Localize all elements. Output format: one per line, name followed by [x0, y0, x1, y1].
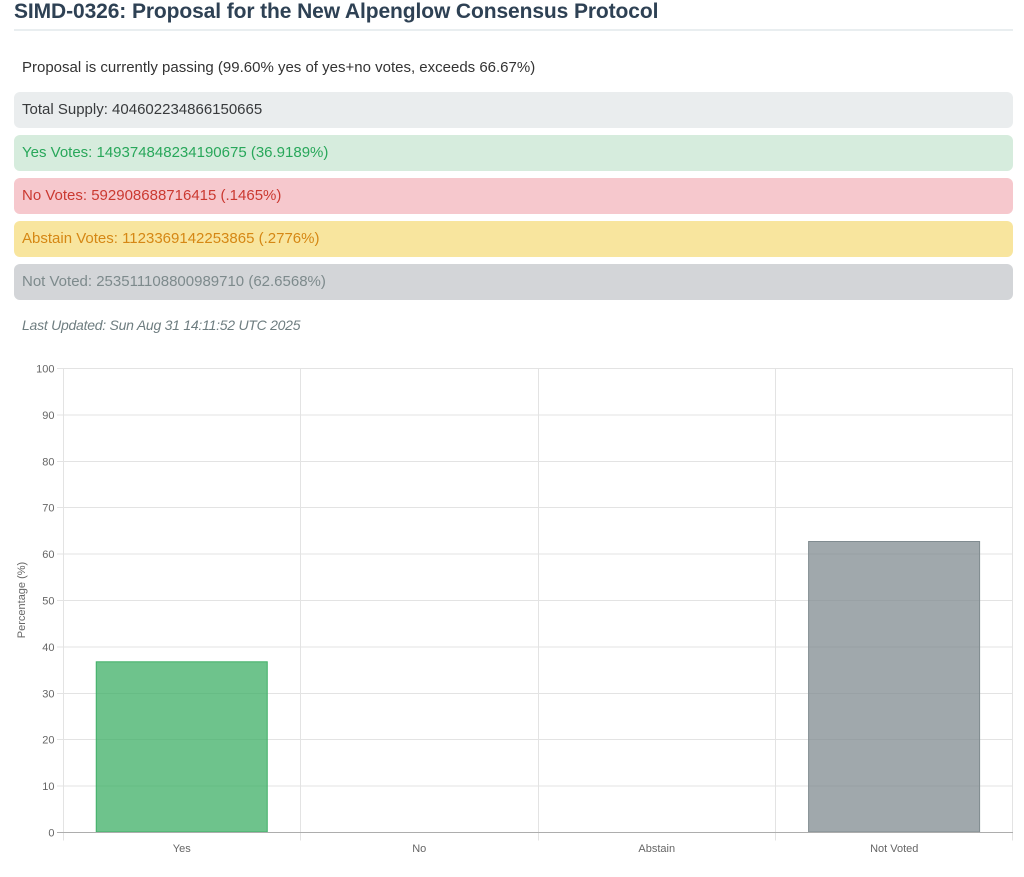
svg-text:50: 50 — [42, 596, 54, 608]
svg-text:30: 30 — [42, 688, 54, 700]
svg-text:Not Voted: Not Voted — [870, 843, 918, 855]
svg-text:Yes: Yes — [173, 843, 191, 855]
svg-text:Abstain: Abstain — [638, 843, 675, 855]
svg-text:70: 70 — [42, 503, 54, 515]
svg-text:No: No — [412, 843, 426, 855]
svg-text:90: 90 — [42, 410, 54, 422]
svg-text:80: 80 — [42, 456, 54, 468]
svg-text:0: 0 — [48, 828, 54, 840]
svg-text:60: 60 — [42, 549, 54, 561]
svg-text:100: 100 — [36, 364, 54, 376]
svg-text:10: 10 — [42, 781, 54, 793]
svg-text:Percentage (%): Percentage (%) — [16, 562, 28, 638]
svg-text:40: 40 — [42, 642, 54, 654]
svg-text:20: 20 — [42, 735, 54, 747]
